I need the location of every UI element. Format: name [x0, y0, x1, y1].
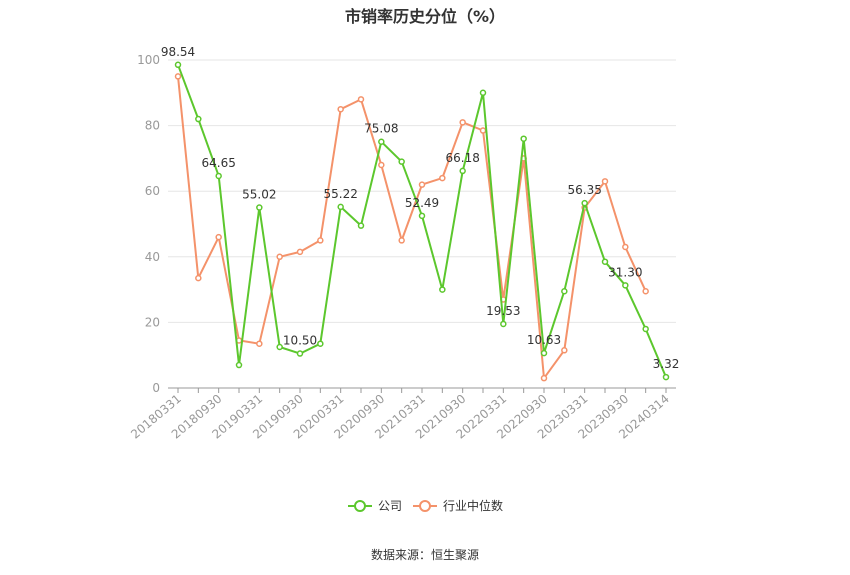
data-point-company: [540, 349, 548, 357]
data-point-company: [398, 158, 405, 165]
data-point-company: [378, 138, 385, 145]
data-point-company: [357, 222, 365, 229]
data-label: 64.65: [201, 156, 235, 170]
data-labels: 98.54 64.65 55.02 10.50 55.22 75.08 52.49 66.18…: [161, 45, 680, 371]
legend-marker-icon: [354, 500, 366, 512]
data-point-company: [174, 61, 182, 69]
data-label: 10.63: [527, 333, 561, 347]
data-label: 19.53: [486, 304, 520, 318]
data-point-company: [601, 258, 609, 265]
data-point-industry: [378, 161, 385, 169]
data-point-company: [215, 172, 222, 180]
data-label: 98.54: [161, 45, 195, 59]
data-point-industry: [337, 105, 344, 113]
data-point-industry: [276, 253, 283, 261]
data-label: 75.08: [364, 122, 398, 136]
grid-lines: [168, 59, 676, 323]
data-point-company: [256, 204, 263, 211]
y-tick-label: 20: [145, 315, 160, 329]
data-point-industry: [195, 274, 202, 282]
data-point-industry: [174, 73, 182, 80]
series-line-industry: [177, 76, 647, 380]
series-lines: [174, 61, 670, 382]
data-label: 55.22: [323, 187, 357, 201]
data-point-company: [317, 340, 324, 347]
y-tick-label: 60: [145, 184, 160, 198]
data-point-company: [195, 115, 202, 123]
legend-marker-icon: [419, 500, 431, 512]
data-point-industry: [642, 287, 649, 295]
data-label: 3.32: [653, 357, 680, 371]
data-point-industry: [439, 174, 446, 182]
data-label: 56.35: [567, 183, 601, 197]
data-point-company: [520, 135, 527, 142]
source-note: 数据来源：恒生聚源: [370, 548, 479, 562]
series-line-company: [177, 64, 667, 378]
axes: 0204060801002018033120180930201903312019…: [128, 53, 676, 442]
legend-label: 行业中位数: [443, 498, 503, 513]
legend-label: 公司: [378, 499, 402, 513]
data-point-company: [337, 203, 344, 211]
data-label: 10.50: [283, 334, 317, 348]
data-point-industry: [561, 347, 568, 354]
data-point-company: [276, 343, 283, 351]
data-point-company: [581, 199, 588, 207]
data-point-company: [296, 350, 304, 357]
legend-item-company[interactable]: 公司: [348, 499, 402, 513]
data-point-company: [439, 286, 446, 293]
y-tick-label: 100: [137, 53, 160, 67]
data-point-company: [662, 373, 670, 381]
data-point-industry: [317, 237, 324, 244]
data-point-industry: [215, 233, 222, 241]
data-point-company: [500, 320, 507, 328]
data-point-company: [235, 361, 243, 369]
data-point-industry: [296, 248, 304, 256]
data-label: 66.18: [445, 151, 479, 165]
data-point-company: [459, 167, 466, 175]
data-label: 31.30: [608, 265, 642, 279]
data-point-company: [561, 287, 568, 295]
y-tick-label: 40: [145, 250, 160, 264]
data-point-industry: [622, 243, 629, 251]
legend-item-industry[interactable]: 行业中位数: [413, 498, 503, 513]
data-point-industry: [398, 237, 405, 244]
data-point-industry: [256, 340, 263, 347]
data-point-company: [418, 212, 426, 220]
chart-title: 市销率历史分位（%）: [344, 7, 506, 26]
data-point-industry: [479, 127, 487, 134]
data-point-industry: [540, 374, 548, 382]
data-point-company: [479, 89, 487, 97]
data-point-industry: [601, 178, 609, 185]
data-label: 55.02: [242, 188, 276, 202]
data-point-industry: [418, 181, 426, 188]
data-label: 52.49: [405, 196, 439, 210]
y-tick-label: 80: [145, 119, 160, 133]
data-point-company: [642, 325, 649, 333]
y-tick-label: 0: [152, 381, 160, 395]
data-point-industry: [459, 119, 466, 126]
legend[interactable]: 公司 行业中位数: [348, 498, 503, 513]
data-point-industry: [357, 96, 365, 103]
data-point-company: [622, 282, 629, 289]
